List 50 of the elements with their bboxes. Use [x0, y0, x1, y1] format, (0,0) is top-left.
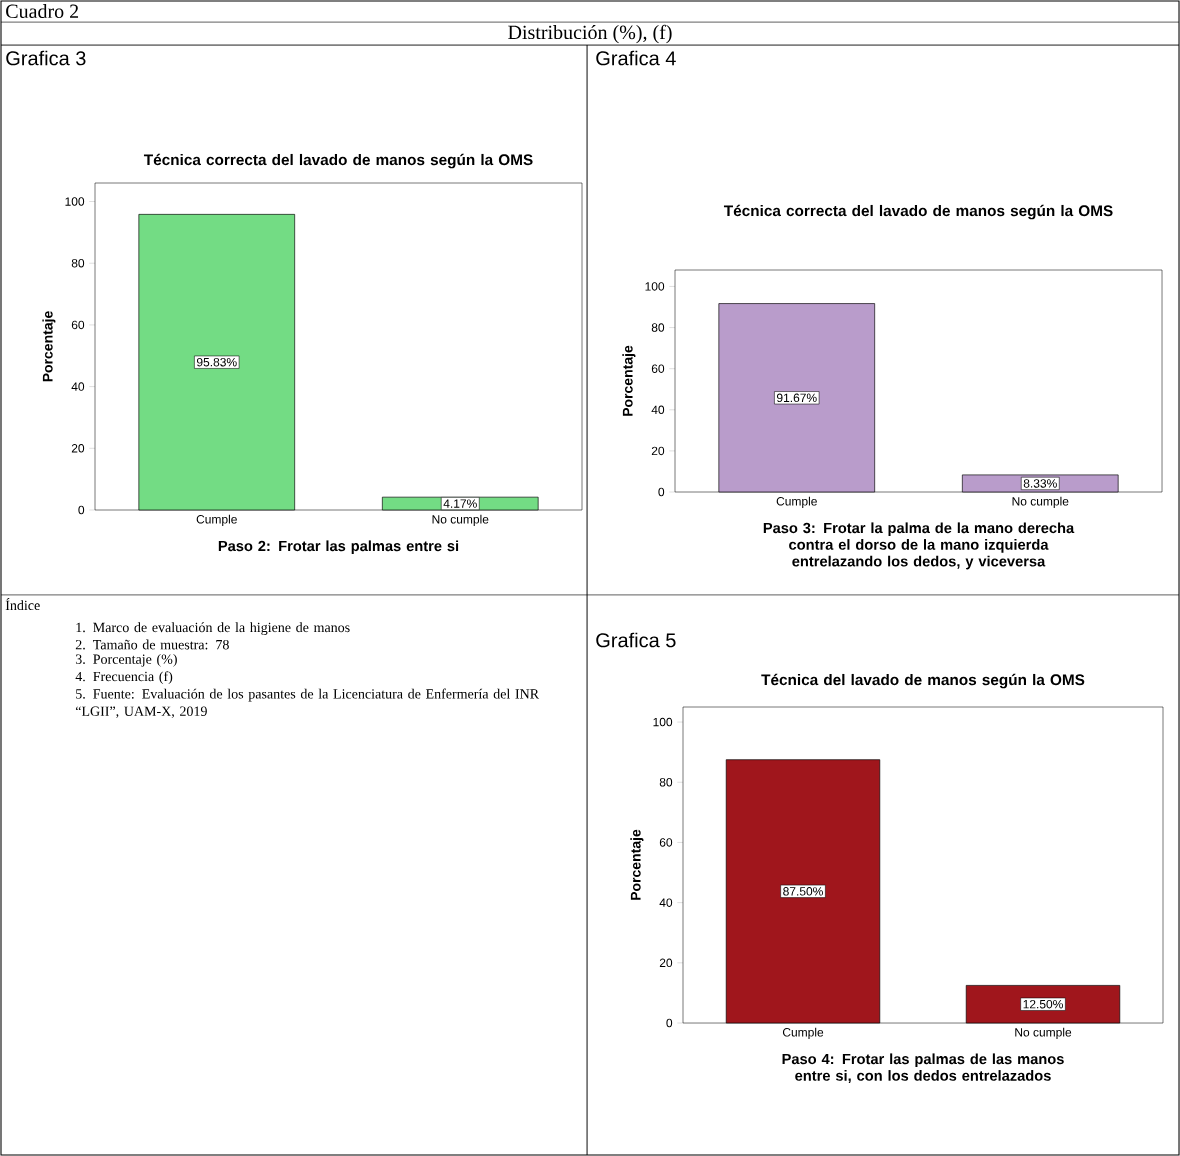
text: 5. Fuente: Evaluación de los pasantes de la Licenciatura de Enfermería del INR “LGII”, UAM-X, 2019 [75, 688, 540, 718]
y-tick-label: 20 [659, 958, 673, 968]
data-label: 4.17% [443, 499, 477, 508]
text: 1. Marco de evaluación de la higiene de manos [76, 622, 350, 636]
x-axis-title: Paso 3: Frotar la palma de la mano derecha contra el dorso de la mano izquierda entrelazando los dedos, y viceversa [763, 522, 1075, 570]
data-label: 8.33% [1023, 479, 1057, 488]
y-tick-label: 80 [71, 258, 85, 268]
x-tick-label: No cumple [1015, 1027, 1072, 1039]
y-tick-label: 80 [659, 777, 673, 787]
text: Distribución (%), (f) [508, 24, 672, 44]
y-tick-label: 20 [71, 444, 85, 453]
x-tick-label: Cumple [782, 1027, 824, 1039]
x-tick-label: Cumple [196, 514, 237, 526]
y-tick-label: 40 [659, 898, 673, 907]
chart-title: Técnica del lavado de manos según la OMS [761, 673, 1085, 689]
text: Grafica 5 [596, 632, 676, 648]
y-tick-label: 60 [651, 364, 665, 373]
y-axis-title: Porcentaje [42, 311, 56, 382]
text: 2. Tamaño de muestra: 78 [75, 639, 229, 650]
data-label: 87.50% [783, 887, 823, 896]
chart-title: Técnica correcta del lavado de manos según la OMS [723, 204, 1113, 220]
y-tick-label: 40 [71, 382, 85, 391]
text: Grafica 4 [596, 50, 676, 66]
data-label: 95.83% [196, 357, 237, 367]
y-tick-label: 100 [65, 197, 85, 206]
x-tick-label: No cumple [432, 514, 489, 526]
y-tick-label: 20 [651, 446, 665, 456]
data-label: 91.67% [776, 393, 817, 403]
text: 4. Frecuencia (f) [75, 671, 173, 685]
y-tick-label: 0 [78, 505, 85, 515]
text: Cuadro 2 [6, 3, 79, 19]
x-axis-title: Paso 4: Frotar las palmas de las manos entre si, con los dedos entrelazados [782, 1053, 1064, 1083]
text: 3. Porcentaje (%) [75, 654, 177, 667]
y-axis-title: Porcentaje [622, 345, 636, 416]
y-tick-label: 100 [645, 282, 665, 291]
x-axis-title: Paso 2: Frotar las palmas entre si [218, 540, 459, 555]
data-label: 12.50% [1023, 999, 1063, 1009]
y-tick-label: 100 [653, 717, 673, 727]
y-tick-label: 0 [666, 1018, 673, 1028]
text: Grafica 3 [6, 50, 86, 66]
y-axis-title: Porcentaje [630, 829, 644, 900]
y-tick-label: 60 [659, 838, 673, 847]
y-tick-label: 80 [651, 323, 665, 332]
chart-title: Técnica correcta del lavado de manos según la OMS [143, 153, 533, 169]
x-tick-label: No cumple [1012, 496, 1069, 508]
text: Índice [5, 597, 40, 611]
y-tick-label: 0 [658, 487, 665, 497]
y-tick-label: 40 [651, 405, 665, 415]
y-tick-label: 60 [71, 320, 85, 330]
x-tick-label: Cumple [776, 496, 817, 508]
